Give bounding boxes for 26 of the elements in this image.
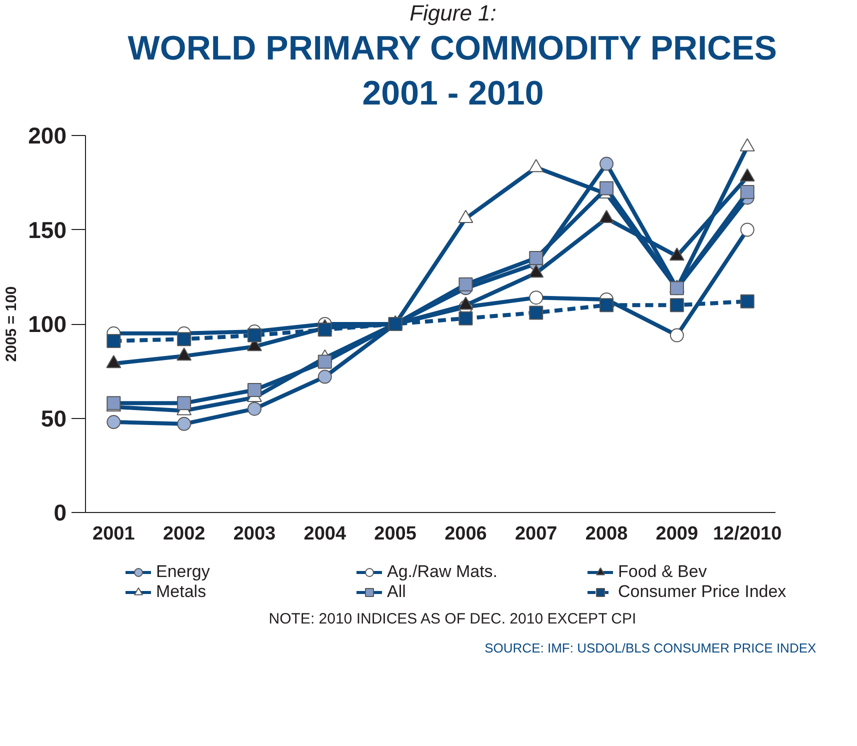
y-tick-label: 50: [40, 405, 67, 432]
x-tick-label: 2009: [656, 524, 698, 544]
x-tick-label: 2003: [233, 524, 276, 544]
text: NOTE: 2010 INDICES AS OF DEC. 2010 EXCEPT CPI: [268, 610, 636, 628]
source-note: SOURCE: IMF: USDOL/BLS CONSUMER PRICE INDEX: [484, 640, 817, 656]
chart-subtitle: WORLD PRIMARY COMMODITY PRICES 2001 - 2010: [128, 30, 777, 112]
y-tick-label: 0: [54, 500, 67, 526]
legend-label: Metals: [156, 582, 208, 602]
x-tick-label: 2001: [92, 524, 136, 544]
legend-label: Food & Bev: [618, 562, 708, 582]
y-tick-label: 150: [28, 216, 66, 243]
legend-label: Energy: [156, 562, 211, 582]
y-tick-label: 200: [28, 122, 66, 148]
x-tick-label: 2005: [374, 524, 417, 544]
x-tick-label: 2007: [514, 524, 558, 544]
legend-label: Ag./Raw Mats.: [387, 562, 499, 582]
x-tick-label: 12/2010: [712, 524, 782, 544]
legend-label: Consumer Price Index: [618, 582, 788, 602]
chart-title: Figure 1:: [410, 0, 496, 26]
x-tick-label: 2004: [304, 524, 346, 544]
x-tick-label: 2006: [444, 524, 487, 544]
x-tick-label: 2002: [162, 524, 206, 544]
legend-label: All: [387, 582, 407, 602]
y-tick-label: 100: [28, 311, 66, 337]
y-axis-title: 2005 = 100: [3, 286, 20, 362]
x-tick-label: 2008: [585, 524, 628, 544]
